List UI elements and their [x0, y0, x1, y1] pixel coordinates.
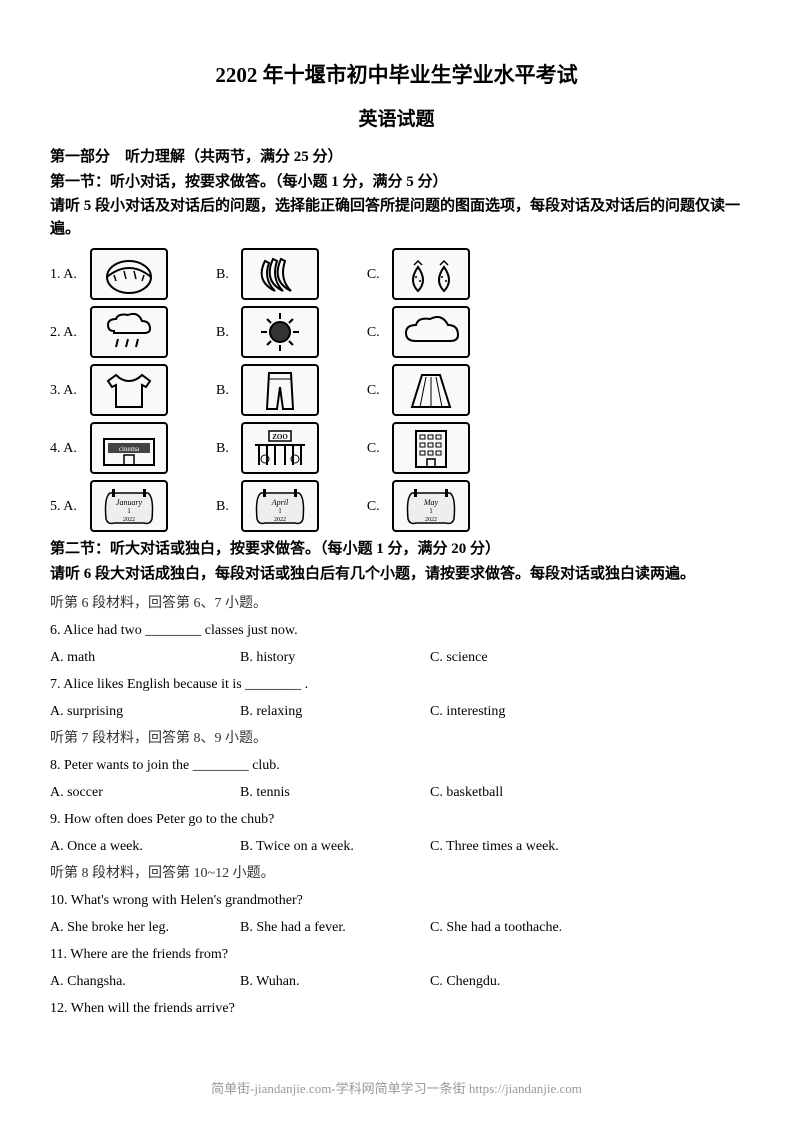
- option-image-a[interactable]: cinema: [90, 422, 168, 474]
- picture-question-row: 2. A. B. C.: [50, 306, 743, 358]
- question-text: 10. What's wrong with Helen's grandmothe…: [50, 890, 743, 911]
- option-label-b: B.: [216, 380, 229, 401]
- option-text[interactable]: A. soccer: [50, 782, 240, 803]
- question-text: 12. When will the friends arrive?: [50, 998, 743, 1019]
- title-sub: 英语试题: [50, 106, 743, 135]
- svg-text:1: 1: [127, 507, 131, 515]
- option-text[interactable]: A. Once a week.: [50, 836, 240, 857]
- sec2-heading: 第二节：听大对话或独白，按要求做答。（每小题 1 分，满分 20 分）: [50, 538, 743, 561]
- sec2-instruction: 请听 6 段大对话成独白，每段对话或独白后有几个小题，请按要求做答。每段对话或独…: [50, 563, 743, 586]
- options-row: A. soccerB. tennisC. basketball: [50, 782, 743, 803]
- option-text[interactable]: C. interesting: [430, 701, 620, 722]
- picture-question-row: 3. A. B. C.: [50, 364, 743, 416]
- option-label-b: B.: [216, 438, 229, 459]
- option-image-b[interactable]: ZOO: [241, 422, 319, 474]
- option-image-a[interactable]: [90, 364, 168, 416]
- sec1-instruction: 请听 5 段小对话及对话后的问题，选择能正确回答所提问题的图面选项，每段对话及对…: [50, 195, 743, 240]
- option-image-c[interactable]: [392, 364, 470, 416]
- question-number: 2. A.: [50, 322, 82, 343]
- option-image-b[interactable]: [241, 248, 319, 300]
- svg-text:cinema: cinema: [119, 445, 140, 453]
- option-image-c[interactable]: May1 2022: [392, 480, 470, 532]
- svg-text:ZOO: ZOO: [272, 433, 288, 441]
- option-text[interactable]: C. basketball: [430, 782, 620, 803]
- footer-text: 简单街-jiandanjie.com-学科网简单学习一条街 https://ji…: [0, 1079, 793, 1099]
- option-text[interactable]: B. She had a fever.: [240, 917, 430, 938]
- svg-text:May: May: [423, 498, 439, 507]
- option-image-c[interactable]: [392, 306, 470, 358]
- option-label-b: B.: [216, 264, 229, 285]
- option-text[interactable]: A. Changsha.: [50, 971, 240, 992]
- option-text[interactable]: B. Wuhan.: [240, 971, 430, 992]
- option-label-c: C.: [367, 264, 380, 285]
- option-image-c[interactable]: [392, 422, 470, 474]
- option-text[interactable]: A. math: [50, 647, 240, 668]
- option-image-b[interactable]: [241, 364, 319, 416]
- option-text[interactable]: C. She had a toothache.: [430, 917, 620, 938]
- question-text: 8. Peter wants to join the ________ club…: [50, 755, 743, 776]
- option-text[interactable]: B. tennis: [240, 782, 430, 803]
- option-image-a[interactable]: [90, 248, 168, 300]
- question-number: 5. A.: [50, 496, 82, 517]
- question-number: 1. A.: [50, 264, 82, 285]
- option-label-c: C.: [367, 322, 380, 343]
- question-text: 6. Alice had two ________ classes just n…: [50, 620, 743, 641]
- option-image-a[interactable]: [90, 306, 168, 358]
- option-label-c: C.: [367, 496, 380, 517]
- part1-heading: 第一部分 听力理解（共两节，满分 25 分）: [50, 146, 743, 169]
- options-row: A. surprisingB. relaxingC. interesting: [50, 701, 743, 722]
- option-label-c: C.: [367, 438, 380, 459]
- material-note: 听第 6 段材料，回答第 6、7 小题。: [50, 593, 743, 614]
- picture-question-row: 5. A.January12022B.April12022C.May12022: [50, 480, 743, 532]
- option-image-c[interactable]: [392, 248, 470, 300]
- option-image-b[interactable]: April1 2022: [241, 480, 319, 532]
- option-text[interactable]: B. relaxing: [240, 701, 430, 722]
- svg-text:2022: 2022: [425, 517, 437, 523]
- option-label-b: B.: [216, 322, 229, 343]
- svg-text:2022: 2022: [123, 517, 135, 523]
- options-row: A. Once a week.B. Twice on a week.C. Thr…: [50, 836, 743, 857]
- option-text[interactable]: B. Twice on a week.: [240, 836, 430, 857]
- picture-question-row: 1. A. B. C.: [50, 248, 743, 300]
- svg-text:January: January: [116, 498, 143, 507]
- option-text[interactable]: B. history: [240, 647, 430, 668]
- question-number: 4. A.: [50, 438, 82, 459]
- picture-question-row: 4. A. cinema B. ZOO C.: [50, 422, 743, 474]
- question-number: 3. A.: [50, 380, 82, 401]
- title-main: 2202 年十堰市初中毕业生学业水平考试: [50, 60, 743, 92]
- svg-text:1: 1: [278, 507, 282, 515]
- sec1-heading: 第一节：听小对话，按要求做答。（每小题 1 分，满分 5 分）: [50, 171, 743, 194]
- svg-text:1: 1: [429, 507, 433, 515]
- option-text[interactable]: C. science: [430, 647, 620, 668]
- option-image-b[interactable]: [241, 306, 319, 358]
- option-label-c: C.: [367, 380, 380, 401]
- option-text[interactable]: A. She broke her leg.: [50, 917, 240, 938]
- option-text[interactable]: C. Chengdu.: [430, 971, 620, 992]
- material-note: 听第 7 段材料，回答第 8、9 小题。: [50, 728, 743, 749]
- option-text[interactable]: C. Three times a week.: [430, 836, 620, 857]
- question-text: 9. How often does Peter go to the chub?: [50, 809, 743, 830]
- options-row: A. mathB. historyC. science: [50, 647, 743, 668]
- svg-text:April: April: [271, 498, 289, 507]
- option-text[interactable]: A. surprising: [50, 701, 240, 722]
- svg-text:2022: 2022: [274, 517, 286, 523]
- options-row: A. She broke her leg.B. She had a fever.…: [50, 917, 743, 938]
- options-row: A. Changsha.B. Wuhan.C. Chengdu.: [50, 971, 743, 992]
- option-image-a[interactable]: January1 2022: [90, 480, 168, 532]
- material-note: 听第 8 段材料，回答第 10~12 小题。: [50, 863, 743, 884]
- question-text: 7. Alice likes English because it is ___…: [50, 674, 743, 695]
- option-label-b: B.: [216, 496, 229, 517]
- question-text: 11. Where are the friends from?: [50, 944, 743, 965]
